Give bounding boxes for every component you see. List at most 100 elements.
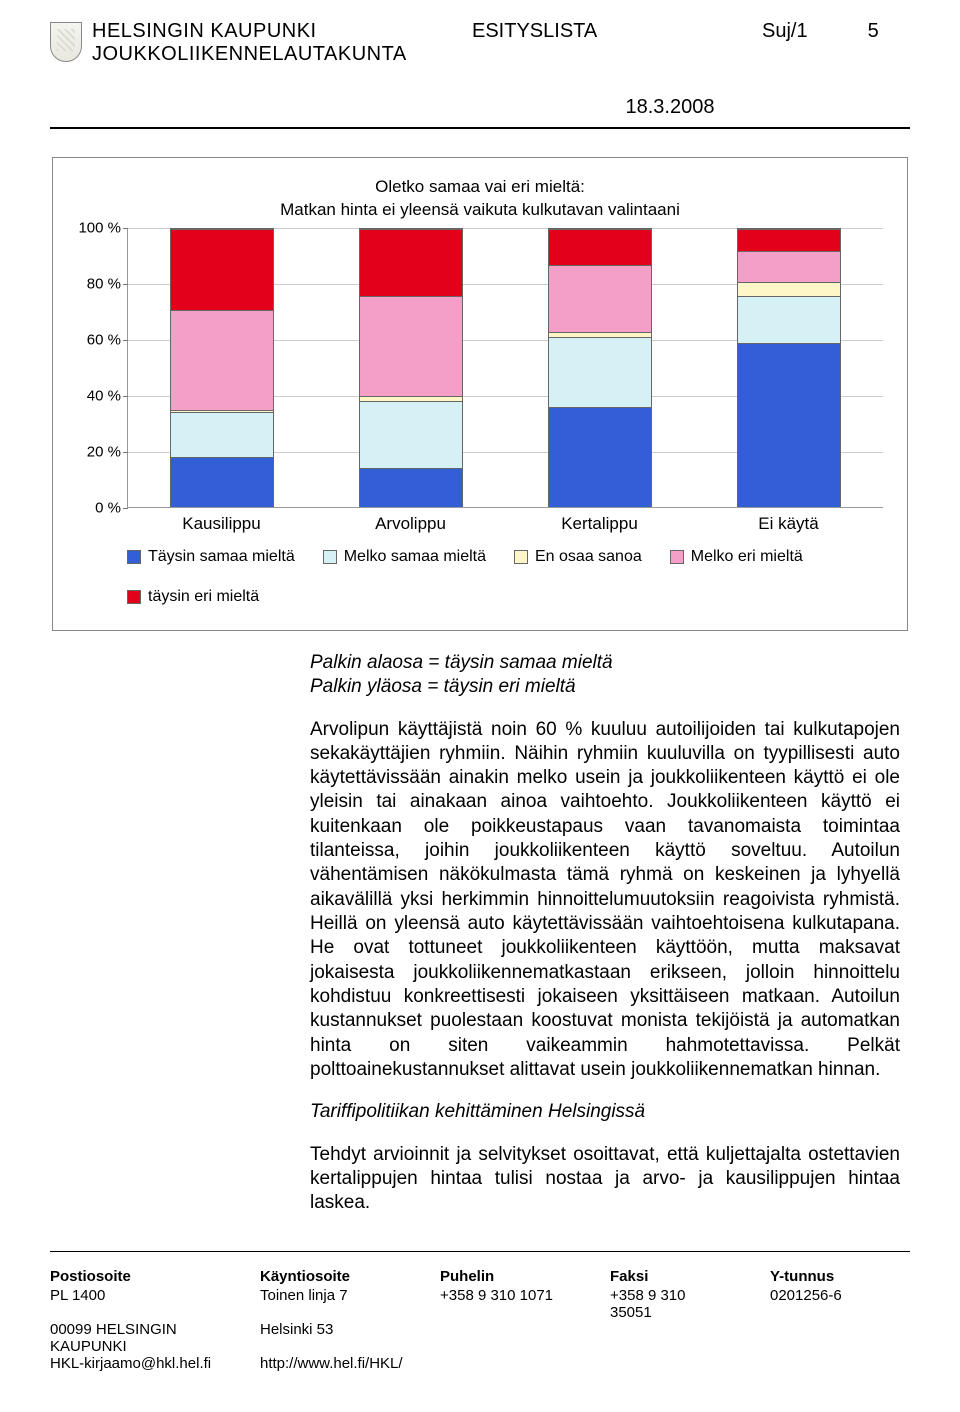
- chart-y-axis: 0 %20 %40 %60 %80 %100 %: [77, 228, 127, 508]
- body-paragraph-2: Tehdyt arvioinnit ja selvitykset osoitta…: [310, 1143, 900, 1216]
- y-axis-label: 0 %: [95, 499, 121, 516]
- legend-swatch: [514, 550, 528, 564]
- chart-title-line2: Matkan hinta ei yleensä vaikuta kulkutav…: [77, 199, 883, 222]
- bar-segment: [738, 282, 840, 296]
- stacked-bar: [359, 228, 463, 507]
- legend-item: En osaa sanoa: [514, 548, 642, 566]
- footer-cell: 00099 HELSINGIN KAUPUNKI: [50, 1321, 250, 1355]
- bar-segment: [549, 229, 651, 265]
- chart-legend: Täysin samaa mieltä Melko samaa mieltä En …: [127, 548, 883, 606]
- y-axis-tick: [123, 396, 128, 397]
- chart-plot-area: [127, 228, 883, 508]
- legend-label: En osaa sanoa: [535, 548, 642, 566]
- bar-slot: [694, 228, 883, 507]
- page-number: 5: [868, 20, 879, 43]
- bar-segment: [171, 229, 273, 310]
- y-axis-label: 20 %: [87, 443, 121, 460]
- y-axis-tick: [123, 508, 128, 509]
- category-label: Arvolippu: [316, 514, 505, 534]
- y-axis-tick: [123, 228, 128, 229]
- bar-segment: [549, 337, 651, 407]
- document-type: ESITYSLISTA: [472, 20, 752, 43]
- bar-segment: [549, 407, 651, 507]
- category-label: Ei käytä: [694, 514, 883, 534]
- footer-cell: [440, 1304, 600, 1321]
- legend-item: Melko eri mieltä: [670, 548, 803, 566]
- footer-cell: +358 9 310 1071: [440, 1287, 600, 1304]
- section-subheading: Tariffipolitiikan kehittäminen Helsingis…: [310, 1100, 900, 1124]
- document-date: 18.3.2008: [430, 96, 910, 119]
- legend-label: Melko eri mieltä: [691, 548, 803, 566]
- y-axis-tick: [123, 340, 128, 341]
- footer-cell: 35051: [610, 1304, 760, 1321]
- org-name-line1: HELSINGIN KAUPUNKI: [92, 20, 462, 43]
- chart-title-line1: Oletko samaa vai eri mieltä:: [77, 176, 883, 199]
- y-axis-label: 100 %: [78, 219, 121, 236]
- bar-segment: [171, 310, 273, 410]
- y-axis-tick: [123, 452, 128, 453]
- stacked-bar: [737, 228, 841, 507]
- bar-segment: [738, 343, 840, 507]
- footer-cell: 0201256-6: [770, 1287, 910, 1304]
- footer-cell: [770, 1355, 910, 1372]
- bar-segment: [738, 229, 840, 251]
- stacked-bar: [548, 228, 652, 507]
- chart-category-labels: KausilippuArvolippuKertalippuEi käytä: [127, 514, 883, 534]
- footer-cell: [610, 1355, 760, 1372]
- bar-segment: [738, 251, 840, 282]
- bar-segment: [360, 401, 462, 468]
- bar-slot: [506, 228, 695, 507]
- footer-cell: Helsinki 53: [260, 1321, 430, 1355]
- footer-cell: [260, 1304, 430, 1321]
- bar-segment: [360, 296, 462, 396]
- footer-cell: PL 1400: [50, 1287, 250, 1304]
- footer-cell: [770, 1304, 910, 1321]
- caption-line2: Palkin yläosa = täysin eri mieltä: [310, 676, 576, 697]
- footer-cell: [610, 1321, 760, 1355]
- legend-item: Melko samaa mieltä: [323, 548, 486, 566]
- city-crest-icon: [50, 22, 82, 62]
- footer-cell: Toinen linja 7: [260, 1287, 430, 1304]
- footer-cell: [440, 1321, 600, 1355]
- footer-cell: Faksi: [610, 1268, 760, 1285]
- document-reference: Suj/1: [762, 20, 808, 43]
- legend-swatch: [323, 550, 337, 564]
- body-paragraph-1: Arvolipun käyttäjistä noin 60 % kuuluu a…: [310, 718, 900, 1083]
- footer-cell: [770, 1321, 910, 1355]
- footer-cell: [440, 1355, 600, 1372]
- footer-cell: Y-tunnus: [770, 1268, 910, 1285]
- footer-cell: +358 9 310: [610, 1287, 760, 1304]
- bar-segment: [171, 457, 273, 507]
- y-axis-label: 80 %: [87, 275, 121, 292]
- footer-rule: [50, 1251, 910, 1252]
- legend-swatch: [670, 550, 684, 564]
- bar-slot: [128, 228, 317, 507]
- stacked-bar: [170, 228, 274, 507]
- bar-segment: [171, 412, 273, 456]
- org-name-line2: JOUKKOLIIKENNELAUTAKUNTA: [92, 43, 462, 66]
- legend-item: Täysin samaa mieltä: [127, 548, 295, 566]
- legend-swatch: [127, 550, 141, 564]
- page-footer: PostiosoiteKäyntiosoitePuhelinFaksiY-tun…: [50, 1268, 910, 1372]
- caption-line1: Palkin alaosa = täysin samaa mieltä: [310, 652, 613, 673]
- bar-segment: [738, 296, 840, 343]
- y-axis-tick: [123, 284, 128, 285]
- footer-cell: Puhelin: [440, 1268, 600, 1285]
- category-label: Kertalippu: [505, 514, 694, 534]
- category-label: Kausilippu: [127, 514, 316, 534]
- survey-chart: Oletko samaa vai eri mieltä: Matkan hint…: [52, 157, 908, 631]
- footer-cell: Käyntiosoite: [260, 1268, 430, 1285]
- bar-segment: [360, 229, 462, 296]
- bar-segment: [360, 468, 462, 507]
- header-rule: [50, 127, 910, 129]
- footer-cell: [50, 1304, 250, 1321]
- legend-label: Täysin samaa mieltä: [148, 548, 295, 566]
- legend-label: täysin eri mieltä: [148, 588, 259, 606]
- legend-item: täysin eri mieltä: [127, 588, 259, 606]
- legend-swatch: [127, 590, 141, 604]
- y-axis-label: 60 %: [87, 331, 121, 348]
- legend-label: Melko samaa mieltä: [344, 548, 486, 566]
- footer-cell: http://www.hel.fi/HKL/: [260, 1355, 430, 1372]
- bar-slot: [317, 228, 506, 507]
- footer-cell: HKL-kirjaamo@hkl.hel.fi: [50, 1355, 250, 1372]
